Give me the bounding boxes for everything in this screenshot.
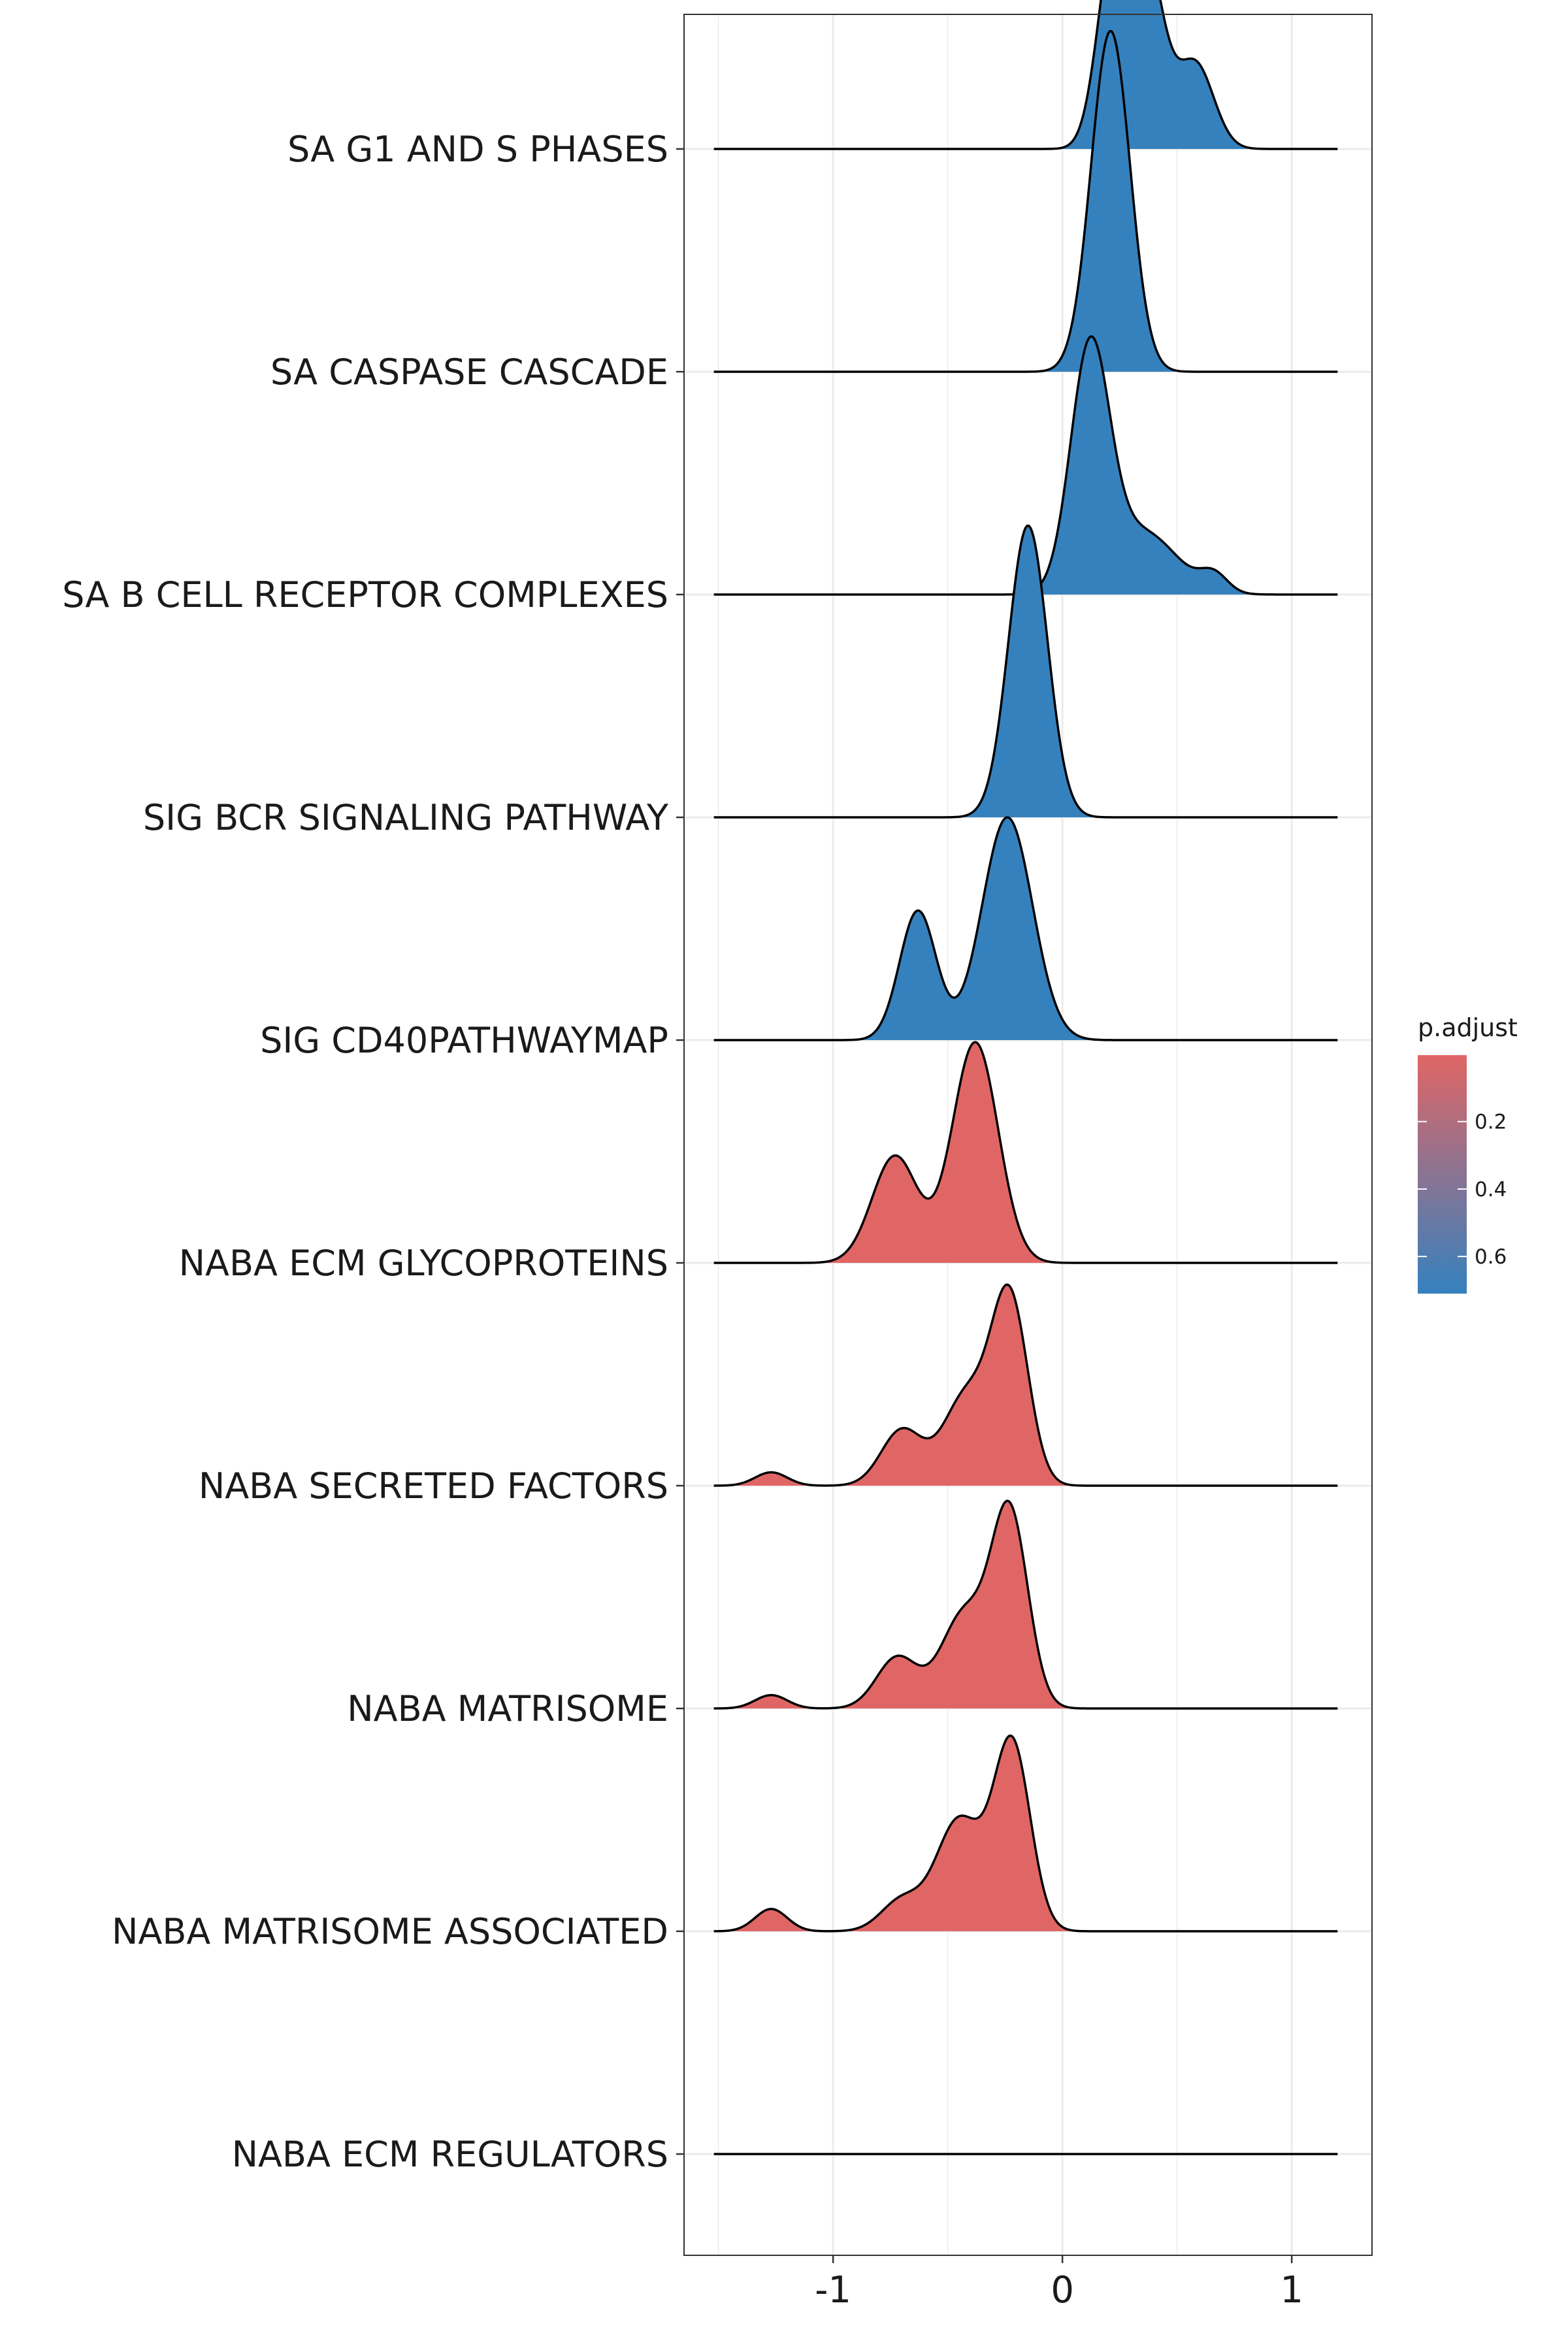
ridge-outline [713, 1283, 1338, 1487]
ridge-naba-matrisome [713, 1499, 1338, 1710]
y-tick-label: NABA MATRISOME [347, 1688, 668, 1729]
ridge-sa-caspase-cascade [713, 29, 1338, 373]
ridge-outline [713, 29, 1338, 373]
ridge-sa-g1-and-s-phases [713, 0, 1338, 150]
ridge-outline [713, 1734, 1338, 1933]
ridge-sig-bcr-signaling-pathway [713, 524, 1338, 819]
x-axis: -1 0 1 [815, 2255, 1303, 2311]
ridge-naba-matrisome-associated [713, 1734, 1338, 1933]
ridge-naba-secreted-factors [713, 1283, 1338, 1487]
legend: p.adjust 0.2 0.4 0.6 [1418, 1013, 1518, 1294]
legend-title: p.adjust [1418, 1013, 1518, 1042]
ridge-outline [713, 524, 1338, 819]
y-tick-label: NABA ECM REGULATORS [232, 2134, 668, 2175]
legend-tick-label: 0.4 [1475, 1178, 1507, 1201]
y-tick-label: SIG CD40PATHWAYMAP [260, 1020, 668, 1061]
ridge-outline [713, 0, 1338, 150]
ridge-fill [713, 817, 1338, 1040]
ridge-outline [713, 1041, 1338, 1264]
density-ridges [713, 0, 1338, 2155]
panel-border [683, 14, 1373, 2256]
y-tick-label: NABA SECRETED FACTORS [199, 1465, 668, 1507]
ridge-fill [713, 1735, 1338, 1931]
ridge-naba-ecm-glycoproteins [713, 1041, 1338, 1264]
ridge-outline [713, 1499, 1338, 1710]
ridge-sig-cd40pathwaymap [713, 816, 1338, 1041]
ridge-fill [713, 0, 1338, 149]
ridge-fill [713, 1501, 1338, 1708]
y-tick-label: SA G1 AND S PHASES [287, 129, 668, 170]
legend-tick-label: 0.6 [1475, 1245, 1507, 1269]
legend-colorbar [1418, 1055, 1467, 1294]
ridge-fill [713, 525, 1338, 817]
y-tick-label: NABA MATRISOME ASSOCIATED [112, 1911, 668, 1952]
y-tick-label: NABA ECM GLYCOPROTEINS [179, 1243, 668, 1284]
x-tick-label: 0 [1051, 2269, 1074, 2311]
y-tick-label: SA CASPASE CASCADE [270, 351, 668, 393]
legend-tick-label: 0.2 [1475, 1111, 1507, 1134]
ridge-fill [713, 1284, 1338, 1486]
y-axis: SA G1 AND S PHASES SA CASPASE CASCADE SA B… [62, 129, 684, 2175]
y-tick-label: SIG BCR SIGNALING PATHWAY [143, 797, 669, 838]
ridge-outline [713, 816, 1338, 1041]
x-tick-label: -1 [815, 2269, 851, 2311]
x-tick-label: 1 [1280, 2269, 1303, 2311]
y-tick-label: SA B CELL RECEPTOR COMPLEXES [62, 574, 668, 615]
